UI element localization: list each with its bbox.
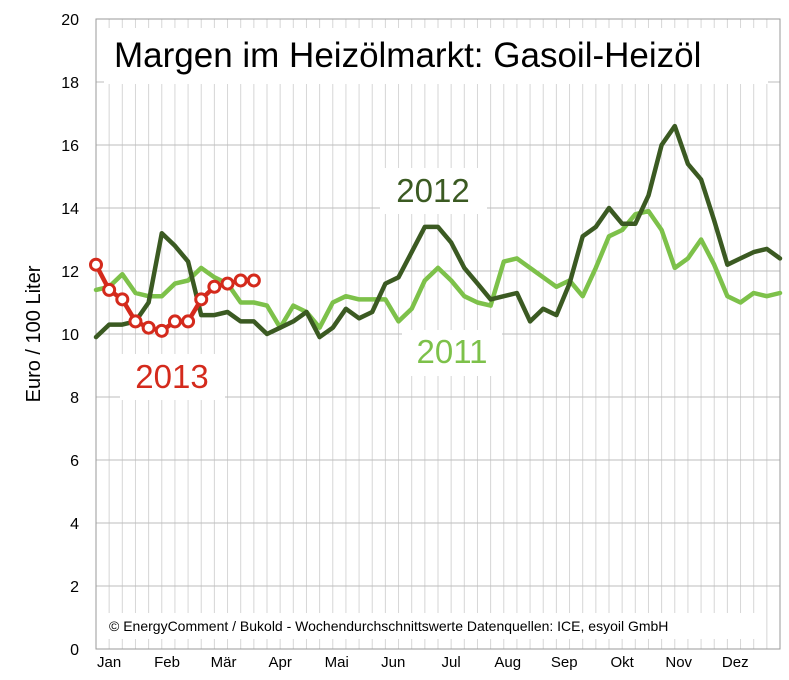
x-tick-label: Jan [97,654,121,671]
chart-title: Margen im Heizölmarkt: Gasoil-Heizöl [114,36,701,75]
series-label-background [380,168,487,214]
series-labels: 2011 2012 2013 [120,168,502,400]
series-label-background [120,354,225,400]
series-lines [89,123,783,340]
y-tick-label: 8 [70,390,79,407]
x-tick-label: Mai [325,654,349,671]
y-tick-label: 16 [61,138,79,155]
y-tick-label: 12 [61,264,79,281]
title-background [104,28,768,84]
y-tick-label: 4 [70,516,79,533]
y-tick-label: 2 [70,579,79,596]
series-point-2013 [233,273,248,288]
series-point-2013 [89,257,103,272]
y-tick-label: 0 [70,642,79,659]
gridlines [95,18,781,650]
x-axis: Jan Feb Mär Apr Mai Jun Jul Aug Sep Okt Nov Dez [97,654,749,671]
series-label-2011: 2011 [417,333,488,370]
series-label-2012: 2012 [396,172,469,209]
series-point-2013 [141,320,156,335]
x-tick-label: Mär [211,654,237,671]
x-tick-label: Dez [722,654,749,671]
series-point-2013 [154,323,169,338]
x-tick-label: Sep [551,654,578,671]
y-axis: 0 2 4 6 8 10 12 14 16 18 20 [61,12,79,659]
series-point-2013 [167,314,182,329]
y-tick-label: 20 [61,12,79,29]
series-point-2013 [115,292,130,307]
series-point-2013 [220,276,235,291]
x-tick-label: Aug [494,654,521,671]
x-tick-label: Feb [154,654,180,671]
y-axis-label: Euro / 100 Liter [23,265,45,402]
source-background [104,613,766,639]
y-tick-label: 10 [61,327,79,344]
series-point-2013 [194,292,209,307]
x-tick-label: Apr [268,654,291,671]
x-tick-label: Jul [442,654,461,671]
x-tick-label: Okt [610,654,634,671]
series-line-2012 [93,123,783,340]
series-label-background [402,330,502,376]
x-tick-label: Nov [665,654,692,671]
series-point-2013 [102,282,117,297]
series-point-2013 [181,314,196,329]
y-tick-label: 14 [61,201,79,218]
series-label-2013: 2013 [135,358,208,395]
series-point-2013 [207,279,222,294]
series-point-2013 [128,314,143,329]
source-note: © EnergyComment / Bukold - Wochendurchsc… [109,618,668,634]
series-line-2011 [93,208,783,330]
y-tick-label: 6 [70,453,79,470]
y-tick-label: 18 [61,75,79,92]
series-point-2013 [246,273,261,288]
plot-frame [95,18,781,650]
x-tick-label: Jun [381,654,405,671]
